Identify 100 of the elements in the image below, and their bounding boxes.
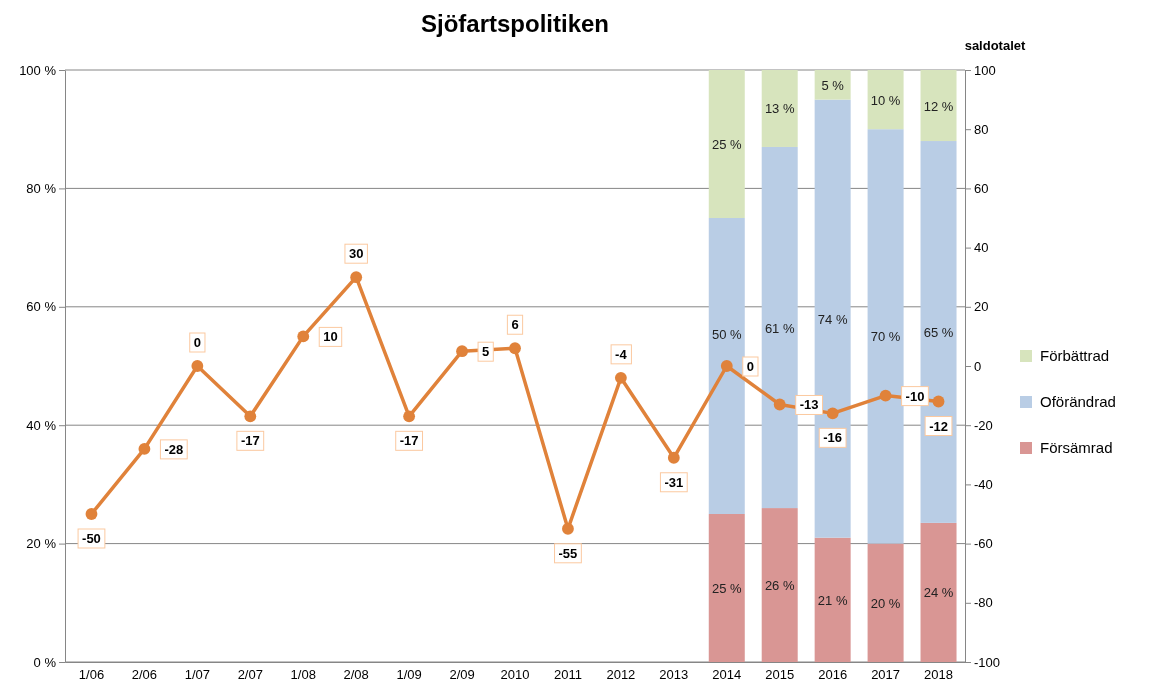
y-tick-label: 20 %	[26, 536, 57, 552]
data-label: 0	[193, 335, 201, 350]
data-label: 26 %	[764, 578, 795, 594]
y-tick-label: 80 %	[26, 181, 57, 197]
point	[85, 508, 98, 520]
data-label: 5 %	[821, 77, 845, 93]
x-tick-label: 2/06	[131, 667, 158, 683]
point	[614, 371, 627, 384]
data-label: 20 %	[870, 595, 901, 611]
bar	[814, 537, 851, 662]
data-label: -50	[82, 531, 101, 546]
y2-axis-title: saldotalet	[964, 38, 1027, 53]
data-label: 25 %	[711, 581, 743, 596]
point	[509, 342, 521, 355]
bar	[708, 218, 745, 514]
x-tick-label: 1/08	[290, 667, 316, 683]
x-tick-label: 2018	[924, 667, 953, 683]
y2-tick-label: -20	[974, 417, 993, 433]
y2-tick-label: 0	[974, 358, 982, 374]
data-label: 10	[323, 329, 338, 345]
data-label: -4	[615, 346, 628, 362]
point	[138, 442, 151, 455]
bar	[814, 70, 851, 100]
y2-tick-label: -40	[974, 477, 993, 493]
point	[826, 407, 839, 420]
data-label: 12 %	[923, 98, 954, 114]
data-label: 13 %	[764, 101, 795, 117]
point	[773, 398, 786, 411]
y2-tick-label: -100	[974, 654, 1001, 670]
data-label: 6	[511, 317, 519, 333]
x-tick-label: 2/08	[343, 667, 369, 683]
bar	[708, 70, 745, 218]
data-label: 5	[482, 344, 490, 360]
x-tick-label: 2017	[871, 667, 901, 683]
y-tick-label: 0 %	[33, 654, 57, 670]
data-label: -16	[823, 430, 843, 446]
data-label: -17	[240, 433, 260, 449]
point	[932, 395, 945, 408]
y2-tick-label: -60	[974, 536, 993, 552]
data-label: 61 %	[764, 320, 795, 336]
bar	[867, 543, 904, 662]
y-tick-label: 60 %	[26, 299, 57, 315]
data-label: 0	[746, 359, 754, 374]
point	[403, 410, 416, 423]
x-tick-label: 2/07	[237, 667, 263, 683]
point	[191, 360, 204, 372]
y2-tick-label: -80	[974, 595, 993, 611]
bar	[761, 146, 798, 509]
data-label: -28	[164, 441, 184, 457]
y2-tick-label: 60	[974, 181, 989, 197]
point	[350, 271, 363, 284]
bar	[920, 522, 957, 662]
point	[879, 389, 892, 402]
point	[297, 330, 310, 343]
bar	[708, 514, 745, 662]
data-label: 10 %	[870, 92, 901, 108]
y2-tick-label: 40	[974, 240, 989, 256]
data-label: 25 %	[711, 137, 743, 152]
bar	[761, 70, 798, 147]
x-tick-label: 1/07	[184, 667, 211, 683]
y-tick-label: 100 %	[19, 62, 57, 78]
x-tick-label: 1/09	[396, 667, 422, 683]
data-label: -31	[664, 474, 684, 490]
data-label: -12	[929, 418, 948, 434]
x-tick-label: 2011	[553, 667, 582, 683]
point	[720, 360, 733, 372]
point	[456, 345, 468, 358]
x-tick-label: 2/09	[449, 667, 475, 683]
x-tick-label: 2012	[606, 667, 636, 683]
bar	[867, 129, 904, 544]
data-label: 74 %	[817, 311, 848, 327]
data-label: -13	[799, 397, 819, 413]
data-label: 50 %	[711, 327, 743, 342]
chart-title: Sjöfartspolitiken	[420, 10, 610, 37]
data-label: 21 %	[817, 592, 848, 608]
data-label: -10	[905, 388, 925, 404]
data-label: 70 %	[870, 329, 901, 345]
x-tick-label: 1/06	[78, 667, 105, 683]
data-label: 30	[348, 246, 364, 262]
bar	[867, 70, 904, 130]
data-label: -55	[558, 545, 578, 561]
y-tick-label: 40 %	[26, 417, 57, 433]
x-tick-label: 2010	[500, 667, 530, 683]
x-tick-label: 2016	[818, 667, 848, 683]
legend-label: Förbättrad	[1040, 347, 1110, 364]
legend-label: Försämrad	[1040, 439, 1113, 456]
y2-tick-label: 100	[974, 62, 996, 78]
bar	[761, 508, 798, 662]
data-label: -17	[399, 433, 419, 449]
bar	[920, 70, 957, 142]
x-tick-label: 2013	[659, 667, 689, 683]
data-label: 65 %	[923, 324, 954, 340]
y2-tick-label: 20	[974, 299, 989, 315]
x-tick-label: 2014	[712, 667, 742, 683]
x-tick-label: 2015	[765, 667, 795, 683]
y2-tick-label: 80	[974, 121, 989, 137]
legend-label: Oförändrad	[1040, 393, 1116, 410]
point	[667, 451, 680, 464]
point	[244, 410, 257, 423]
data-label: 24 %	[923, 585, 954, 601]
